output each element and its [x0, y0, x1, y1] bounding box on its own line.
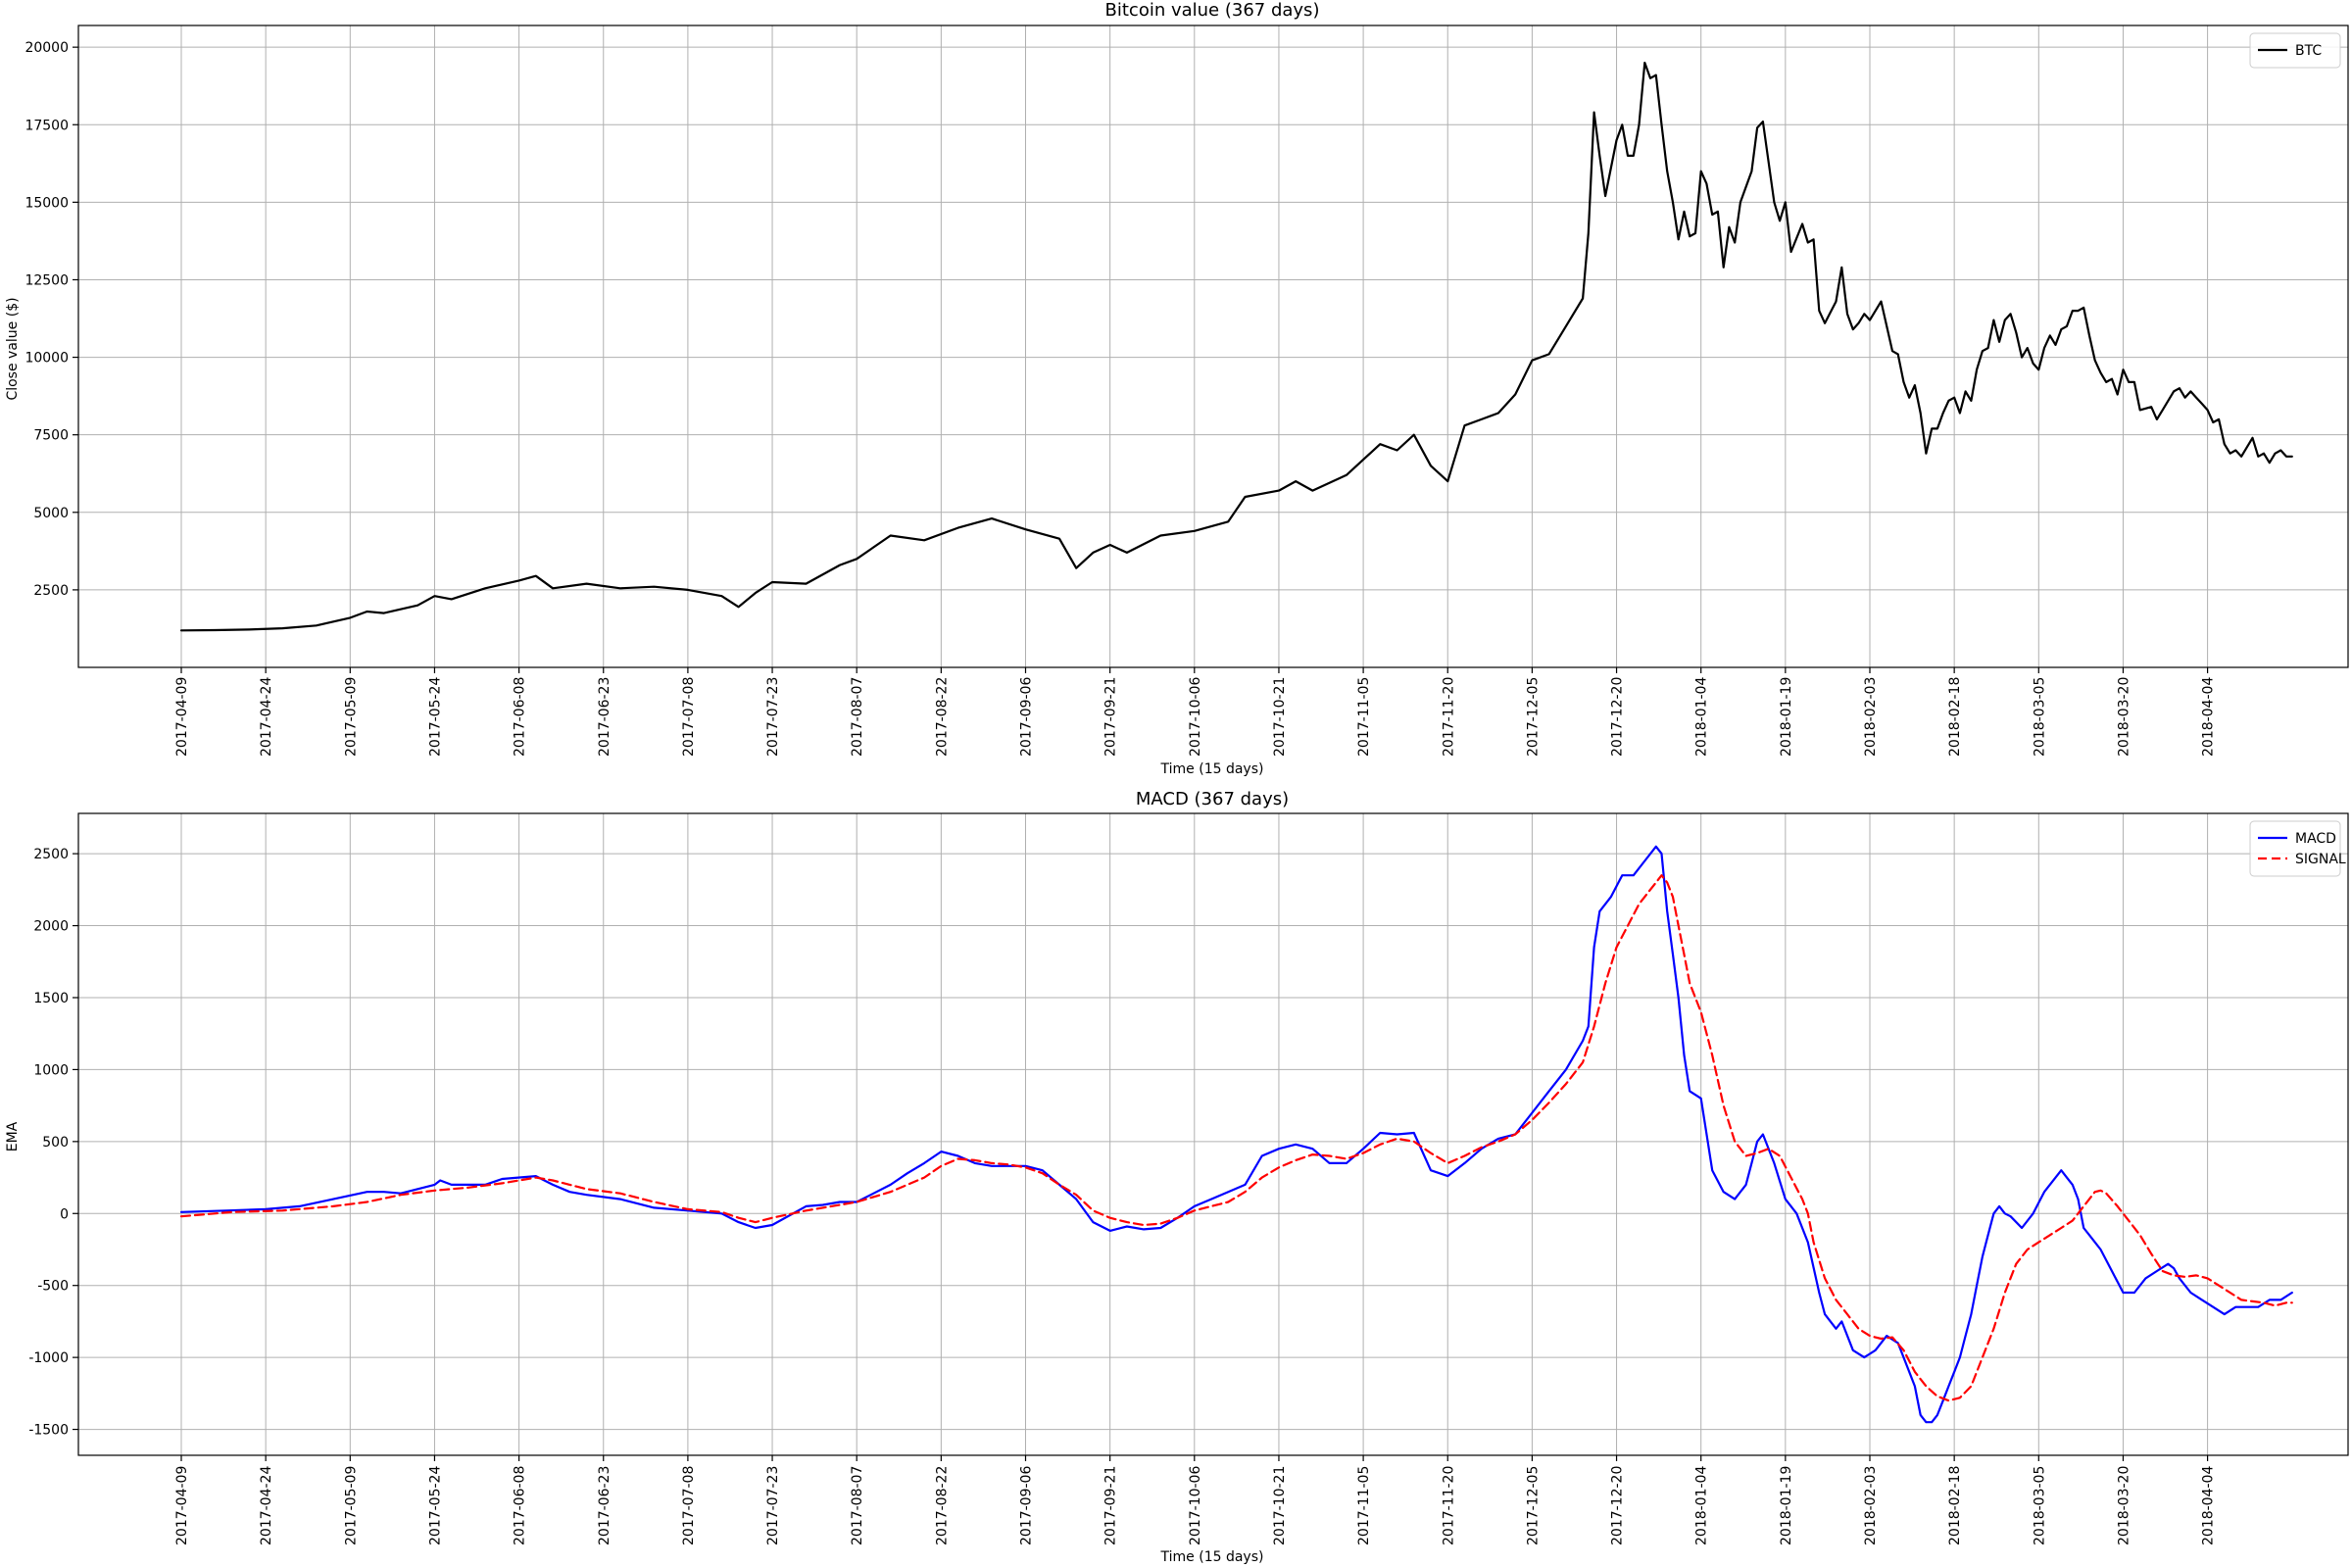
macd-x-tick-label: 2017-05-24 — [427, 1466, 443, 1545]
btc-y-tick-label: 15000 — [24, 195, 69, 211]
macd-grid — [78, 813, 2348, 1455]
macd-x-tick-label: 2018-03-05 — [2032, 1466, 2047, 1545]
btc-y-tick-label: 20000 — [24, 40, 69, 56]
macd-x-tick-label: 2017-07-23 — [765, 1466, 781, 1545]
macd-legend-label-signal: SIGNAL — [2295, 852, 2346, 867]
btc-x-tick-label: 2017-08-22 — [934, 677, 950, 757]
macd-plot-frame — [77, 812, 2349, 1456]
btc-legend-label-btc: BTC — [2295, 43, 2322, 59]
btc-y-tick-label: 5000 — [33, 506, 69, 521]
macd-y-tick-label: 500 — [42, 1135, 69, 1151]
macd-chart: MACD (367 days) Time (15 days) EMA -1500… — [5, 789, 2349, 1565]
macd-y-tick-label: 2500 — [33, 847, 69, 862]
macd-x-tick-label: 2018-01-19 — [1779, 1466, 1794, 1545]
macd-x-tick-label: 2018-04-04 — [2201, 1466, 2217, 1545]
macd-y-tick-label: 2000 — [33, 919, 69, 935]
btc-plot-frame — [77, 24, 2349, 668]
macd-x-tick-label: 2017-09-21 — [1103, 1466, 1119, 1545]
macd-x-tick-label: 2017-05-09 — [343, 1466, 359, 1545]
btc-y-tick-label: 17500 — [24, 118, 69, 133]
macd-x-tick-label: 2017-12-20 — [1610, 1466, 1626, 1545]
btc-y-tick-label: 12500 — [24, 272, 69, 288]
macd-x-tick-label: 2018-02-18 — [1947, 1466, 1963, 1545]
btc-series-btc-line — [179, 61, 2293, 632]
macd-ticks: -1500 -1000 -500 0 500 1000 1500 2000 2500 2017-0… — [28, 847, 2216, 1545]
macd-y-tick-label: -1500 — [28, 1423, 69, 1439]
macd-x-tick-label: 2017-06-08 — [513, 1466, 528, 1545]
btc-x-tick-label: 2017-12-20 — [1610, 677, 1626, 757]
macd-x-tick-label: 2018-03-20 — [2116, 1466, 2132, 1545]
btc-x-tick-label: 2017-07-08 — [681, 677, 697, 757]
btc-x-tick-label: 2017-06-23 — [597, 677, 612, 757]
macd-x-tick-label: 2017-10-06 — [1188, 1466, 1203, 1545]
btc-x-tick-label: 2017-05-24 — [427, 677, 443, 757]
macd-x-tick-label: 2018-01-04 — [1694, 1466, 1710, 1545]
macd-series-signal-line — [179, 874, 2293, 1402]
btc-x-tick-label: 2018-01-19 — [1779, 677, 1794, 757]
btc-x-tick-label: 2017-11-20 — [1441, 677, 1456, 757]
macd-x-tick-label: 2017-11-20 — [1441, 1466, 1456, 1545]
macd-x-tick-label: 2017-04-09 — [174, 1466, 190, 1545]
btc-x-tick-label: 2017-09-21 — [1103, 677, 1119, 757]
btc-x-tick-label: 2018-04-04 — [2201, 677, 2217, 757]
btc-x-tick-label: 2017-05-09 — [343, 677, 359, 757]
btc-x-tick-label: 2017-10-21 — [1272, 677, 1288, 757]
macd-x-tick-label: 2017-09-06 — [1019, 1466, 1035, 1545]
macd-legend: MACD SIGNAL — [2249, 820, 2346, 877]
btc-x-tick-label: 2018-03-05 — [2032, 677, 2047, 757]
macd-y-tick-label: 1500 — [33, 991, 69, 1006]
macd-x-tick-label: 2017-08-07 — [850, 1466, 865, 1545]
btc-legend-box — [2249, 32, 2341, 69]
macd-x-tick-label: 2018-02-03 — [1863, 1466, 1879, 1545]
btc-grid — [78, 25, 2348, 667]
macd-y-axis-label: EMA — [5, 1121, 21, 1152]
btc-x-tick-label: 2018-02-18 — [1947, 677, 1963, 757]
macd-x-tick-label: 2017-08-22 — [934, 1466, 950, 1545]
btc-x-tick-label: 2017-06-08 — [513, 677, 528, 757]
btc-x-tick-label: 2017-09-06 — [1019, 677, 1035, 757]
macd-x-tick-label: 2017-06-23 — [597, 1466, 612, 1545]
macd-legend-box — [2249, 820, 2341, 877]
macd-x-tick-label: 2017-04-24 — [259, 1466, 274, 1545]
macd-y-tick-label: -1000 — [28, 1350, 69, 1366]
btc-x-tick-label: 2018-01-04 — [1694, 677, 1710, 757]
macd-series-macd-line — [179, 845, 2293, 1424]
btc-y-axis-label: Close value ($) — [5, 297, 21, 400]
btc-chart-title: Bitcoin value (367 days) — [1105, 0, 1320, 21]
macd-y-tick-label: 0 — [60, 1206, 69, 1222]
btc-x-tick-label: 2017-04-09 — [174, 677, 190, 757]
btc-x-tick-label: 2017-10-06 — [1188, 677, 1203, 757]
btc-legend: BTC — [2249, 32, 2341, 69]
btc-x-tick-label: 2017-12-05 — [1525, 677, 1541, 757]
macd-x-tick-label: 2017-11-05 — [1356, 1466, 1372, 1545]
btc-chart: Bitcoin value (367 days) Time (15 days) … — [5, 0, 2349, 777]
btc-x-tick-label: 2018-03-20 — [2116, 677, 2132, 757]
btc-x-axis-label: Time (15 days) — [1160, 761, 1264, 777]
btc-x-tick-label: 2017-07-23 — [765, 677, 781, 757]
macd-x-tick-label: 2017-07-08 — [681, 1466, 697, 1545]
btc-ticks: 2500 5000 7500 10000 12500 15000 17500 20000 201… — [24, 40, 2216, 757]
macd-chart-title: MACD (367 days) — [1136, 789, 1289, 809]
macd-y-tick-label: 1000 — [33, 1062, 69, 1078]
btc-x-tick-label: 2017-08-07 — [850, 677, 865, 757]
macd-x-tick-label: 2017-12-05 — [1525, 1466, 1541, 1545]
btc-x-tick-label: 2017-04-24 — [259, 677, 274, 757]
btc-x-tick-label: 2018-02-03 — [1863, 677, 1879, 757]
btc-x-tick-label: 2017-11-05 — [1356, 677, 1372, 757]
macd-x-tick-label: 2017-10-21 — [1272, 1466, 1288, 1545]
btc-y-tick-label: 2500 — [33, 583, 69, 599]
macd-x-axis-label: Time (15 days) — [1160, 1549, 1264, 1565]
btc-y-tick-label: 7500 — [33, 428, 69, 444]
btc-y-tick-label: 10000 — [24, 351, 69, 367]
macd-y-tick-label: -500 — [37, 1279, 69, 1295]
macd-legend-label-macd: MACD — [2295, 831, 2336, 847]
